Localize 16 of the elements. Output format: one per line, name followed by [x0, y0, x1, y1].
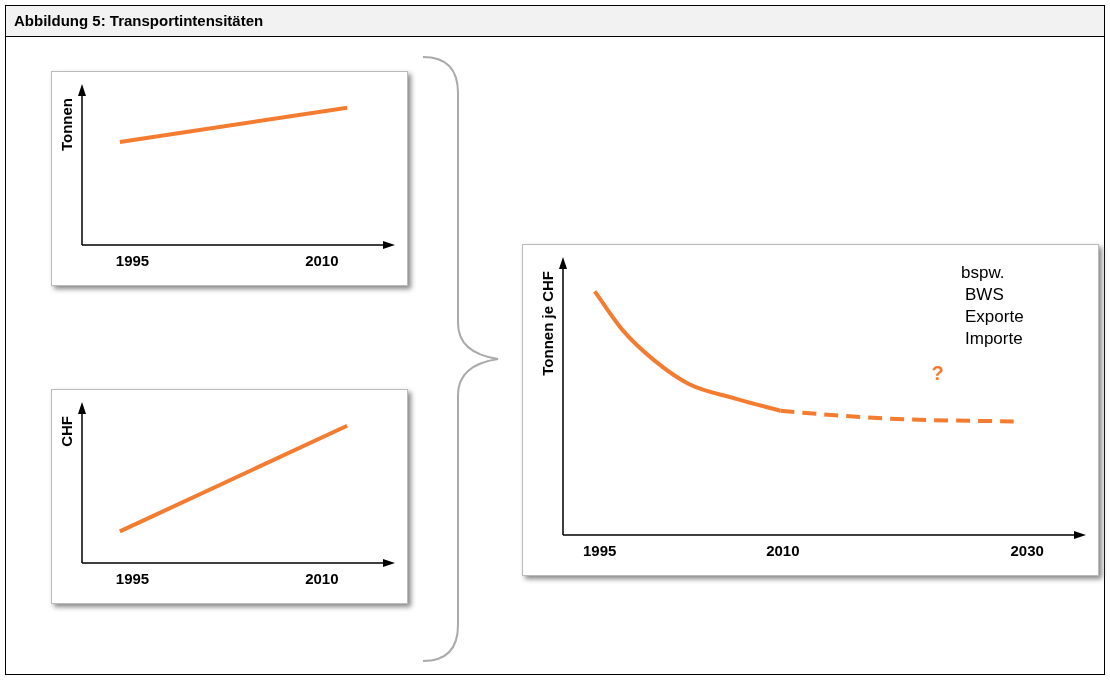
y-axis-title: Tonnen je CHF: [539, 271, 557, 376]
annotation: Exporte: [965, 307, 1024, 327]
y-axis-title: Tonnen: [58, 98, 76, 152]
x-tick-label: 2010: [766, 542, 800, 560]
x-tick-label: 1995: [115, 252, 150, 270]
annotation: ?: [931, 361, 944, 384]
chart-title: Abbildung 5: Transportintensitäten: [6, 6, 1104, 37]
y-axis-title: CHF: [58, 416, 76, 447]
annotation: BWS: [965, 285, 1004, 305]
x-tick-label: 2010: [305, 570, 339, 588]
x-tick-label: 1995: [582, 542, 617, 560]
x-tick-label: 2030: [1010, 542, 1044, 560]
text: bspw.: [961, 263, 1005, 283]
x-tick-label: 1995: [115, 570, 150, 588]
x-tick-label: 2010: [305, 252, 339, 270]
annotation: Importe: [965, 329, 1023, 349]
